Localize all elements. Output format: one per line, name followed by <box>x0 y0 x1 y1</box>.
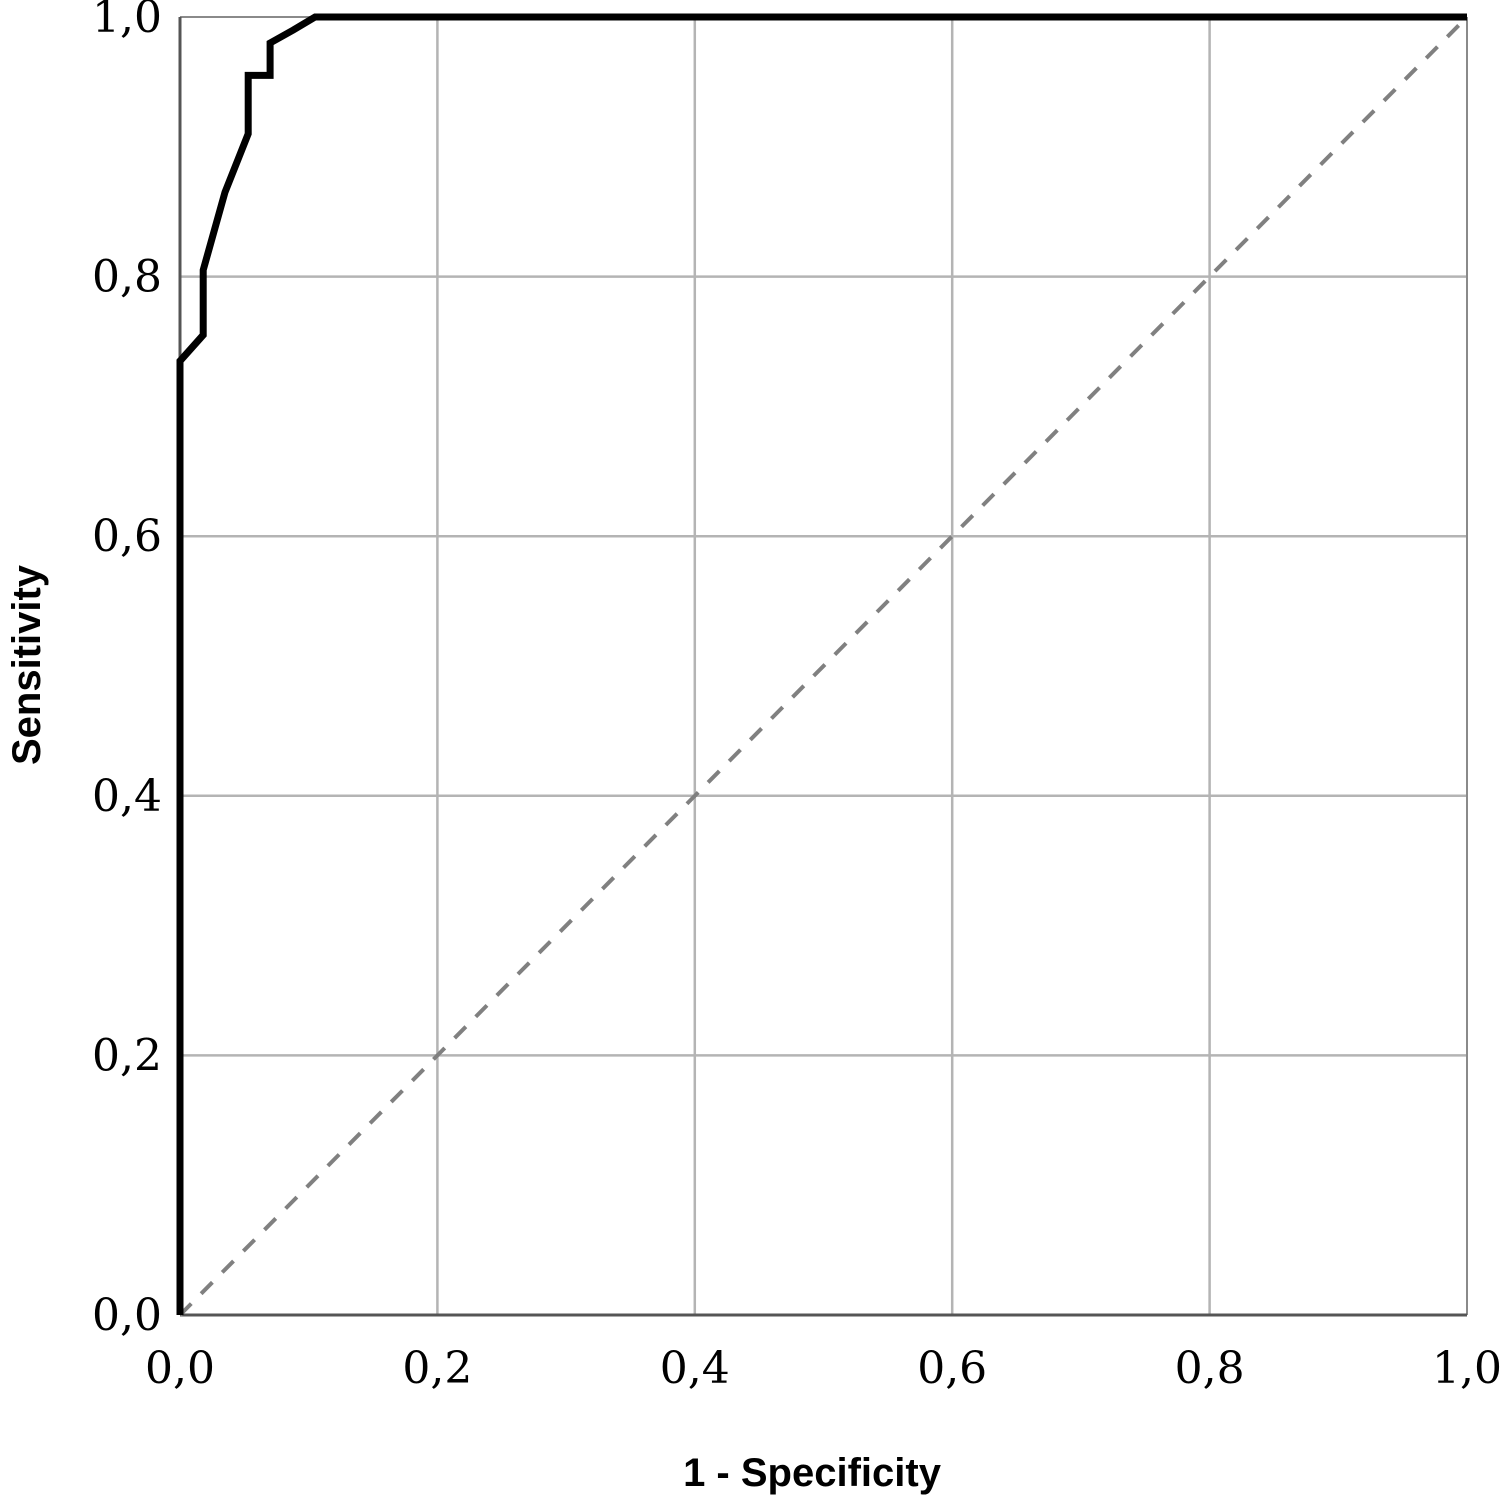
y-tick-label-2: 0,4 <box>92 771 162 822</box>
y-axis-title: Sensitivity <box>5 564 49 765</box>
y-tick-label-4: 0,8 <box>92 252 162 303</box>
y-tick-label-1: 0,2 <box>92 1030 162 1081</box>
x-tick-label-3: 0,6 <box>917 1343 987 1394</box>
y-tick-label-3: 0,6 <box>92 511 162 562</box>
x-tick-labels: 0,0 0,2 0,4 0,6 0,8 1,0 <box>145 1343 1502 1394</box>
y-tick-label-5: 1,0 <box>92 0 162 43</box>
grid <box>180 17 1467 1315</box>
x-tick-label-2: 0,4 <box>660 1343 730 1394</box>
roc-curve-line <box>176 13 1467 1315</box>
x-tick-label-5: 1,0 <box>1432 1343 1502 1394</box>
x-axis-title: 1 - Specificity <box>683 1451 942 1495</box>
reference-diagonal-line <box>178 15 1469 1317</box>
y-tick-labels: 0,0 0,2 0,4 0,6 0,8 1,0 <box>92 0 162 1341</box>
x-tick-label-4: 0,8 <box>1175 1343 1245 1394</box>
series-layer <box>176 13 1469 1317</box>
x-tick-label-1: 0,2 <box>402 1343 472 1394</box>
y-tick-label-0: 0,0 <box>92 1290 162 1341</box>
x-tick-label-0: 0,0 <box>145 1343 215 1394</box>
